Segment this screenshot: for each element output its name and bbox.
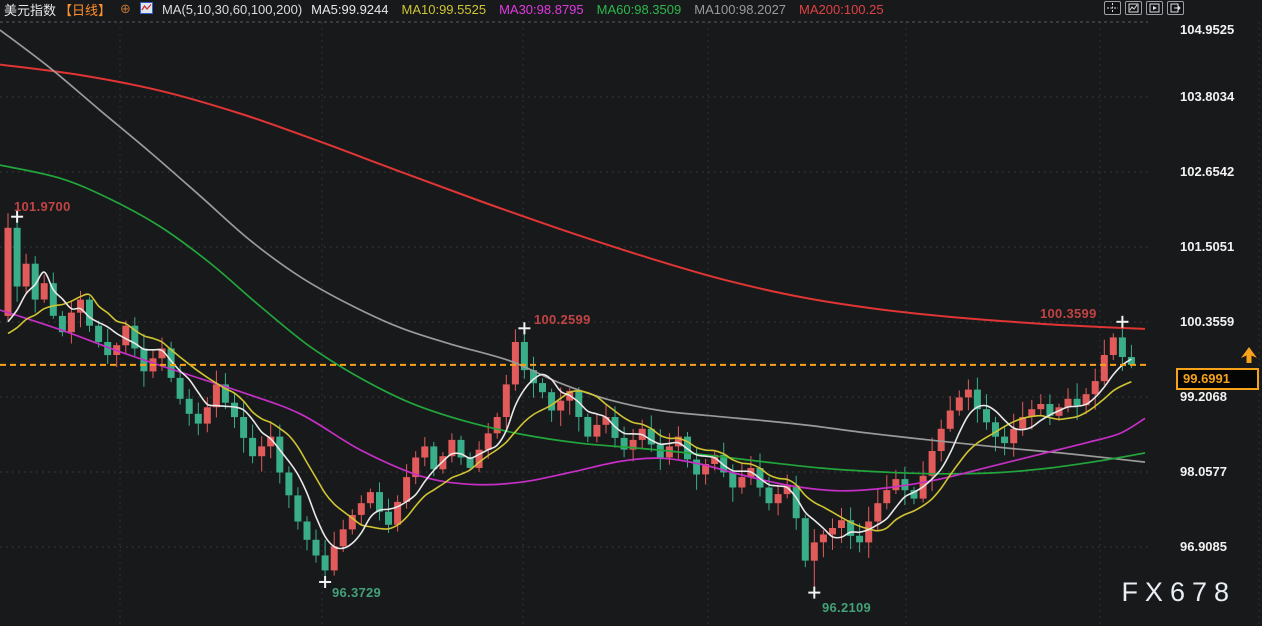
export-arrow-icon[interactable] <box>1167 1 1184 15</box>
swing-high-label: 100.3599 <box>1040 306 1097 321</box>
ma-group-label: MA(5,10,30,60,100,200) <box>161 1 303 17</box>
y-axis-label: 102.6542 <box>1180 164 1235 179</box>
chart-play-icon[interactable] <box>1146 1 1163 15</box>
chart-toolbar <box>1104 1 1184 15</box>
swing-high-label: 100.2599 <box>534 312 591 327</box>
y-axis-label: 99.2068 <box>1180 389 1227 404</box>
swing-low-label: 96.2109 <box>822 600 872 615</box>
chart-header: 美元指数 【日线】 ⊕ MA(5,10,30,60,100,200) MA5:9… <box>4 0 884 18</box>
symbol-title: 美元指数 <box>4 2 57 18</box>
ma-value-label: MA5:99.9244 <box>311 1 389 17</box>
y-axis-label: 101.5051 <box>1180 239 1235 254</box>
ma-values: MA5:99.9244 MA10:99.5525 MA30:98.8795 MA60:… <box>311 2 883 17</box>
y-axis-label: 103.8034 <box>1180 89 1235 104</box>
y-axis-label: 98.0577 <box>1180 464 1227 479</box>
swing-high-label: 101.9700 <box>14 199 71 214</box>
ma-value-label: MA10:99.5525 <box>401 1 487 17</box>
y-axis-label: 104.9525 <box>1180 22 1235 37</box>
ma-value-label: MA200:100.25 <box>799 1 884 17</box>
indicator-chart-icon[interactable] <box>1125 1 1142 15</box>
current-price-tag: 99.6991 <box>1176 368 1259 390</box>
period-label[interactable]: 【日线】 <box>59 2 112 18</box>
watermark: FX678 <box>1121 577 1236 607</box>
price-up-arrow-icon <box>1241 347 1257 363</box>
y-axis-label: 100.3559 <box>1180 314 1235 329</box>
ma-value-label: MA100:98.2027 <box>694 1 787 17</box>
mini-chart-icon[interactable] <box>139 1 153 17</box>
ma-value-label: MA30:98.8795 <box>499 1 584 17</box>
ma-value-label: MA60:98.3509 <box>596 1 682 17</box>
swing-low-label: 96.3729 <box>332 585 382 600</box>
crosshair-icon[interactable] <box>1104 1 1121 15</box>
y-axis-label: 96.9085 <box>1180 539 1227 554</box>
add-indicator-icon[interactable]: ⊕ <box>120 1 131 16</box>
